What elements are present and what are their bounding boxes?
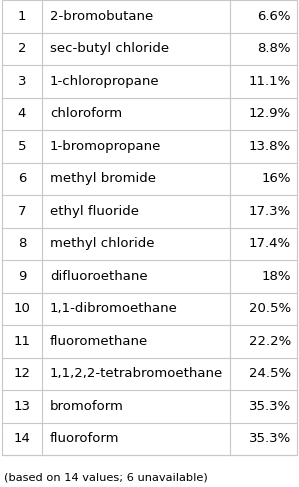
Text: 8.8%: 8.8% [257, 42, 291, 55]
Text: 13: 13 [13, 400, 30, 413]
Text: bromoform: bromoform [50, 400, 124, 413]
Text: 17.3%: 17.3% [249, 205, 291, 218]
Text: 10: 10 [13, 302, 30, 315]
Text: fluoroform: fluoroform [50, 432, 120, 445]
Text: difluoroethane: difluoroethane [50, 270, 148, 283]
Text: 16%: 16% [262, 172, 291, 185]
Text: methyl bromide: methyl bromide [50, 172, 156, 185]
Text: 24.5%: 24.5% [249, 367, 291, 380]
Text: 1,1,2,2-tetrabromoethane: 1,1,2,2-tetrabromoethane [50, 367, 223, 380]
Text: 18%: 18% [262, 270, 291, 283]
Text: 11: 11 [13, 335, 30, 348]
Text: 2-bromobutane: 2-bromobutane [50, 10, 153, 23]
Text: 9: 9 [18, 270, 26, 283]
Text: 13.8%: 13.8% [249, 140, 291, 153]
Text: 1,1-dibromoethane: 1,1-dibromoethane [50, 302, 178, 315]
Text: 12.9%: 12.9% [249, 107, 291, 120]
Text: chloroform: chloroform [50, 107, 122, 120]
Text: 22.2%: 22.2% [249, 335, 291, 348]
Text: 1-chloropropane: 1-chloropropane [50, 75, 160, 88]
Text: 35.3%: 35.3% [249, 400, 291, 413]
Text: 1: 1 [18, 10, 26, 23]
Text: 2: 2 [18, 42, 26, 55]
Text: 20.5%: 20.5% [249, 302, 291, 315]
Text: 3: 3 [18, 75, 26, 88]
Text: 7: 7 [18, 205, 26, 218]
Text: sec-butyl chloride: sec-butyl chloride [50, 42, 169, 55]
Text: 11.1%: 11.1% [249, 75, 291, 88]
Text: 5: 5 [18, 140, 26, 153]
Text: 6: 6 [18, 172, 26, 185]
Text: 14: 14 [13, 432, 30, 445]
Text: 6.6%: 6.6% [257, 10, 291, 23]
Text: 12: 12 [13, 367, 30, 380]
Text: 35.3%: 35.3% [249, 432, 291, 445]
Text: 17.4%: 17.4% [249, 237, 291, 250]
Text: ethyl fluoride: ethyl fluoride [50, 205, 139, 218]
Text: 8: 8 [18, 237, 26, 250]
Text: methyl chloride: methyl chloride [50, 237, 155, 250]
Text: fluoromethane: fluoromethane [50, 335, 148, 348]
Text: 4: 4 [18, 107, 26, 120]
Text: 1-bromopropane: 1-bromopropane [50, 140, 161, 153]
Text: (based on 14 values; 6 unavailable): (based on 14 values; 6 unavailable) [4, 472, 208, 482]
